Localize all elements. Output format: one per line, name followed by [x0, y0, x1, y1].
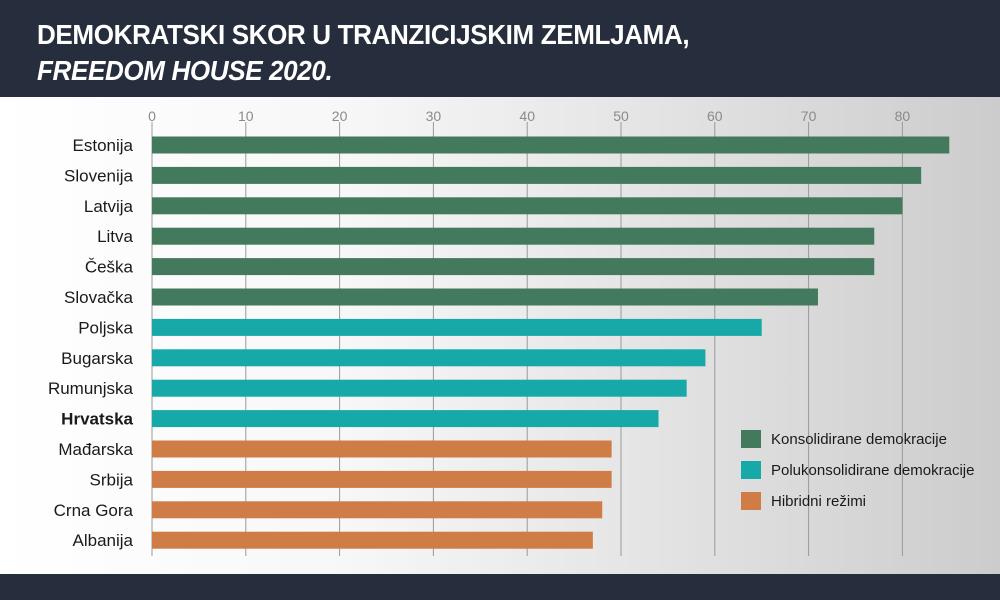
bar: [152, 136, 950, 154]
bar: [152, 440, 612, 458]
category-label: Estonija: [73, 136, 134, 155]
x-tick-label: 20: [332, 108, 348, 124]
bar: [152, 288, 818, 306]
title-line-2: FREEDOM HOUSE 2020.: [37, 55, 333, 86]
legend-swatch: [741, 461, 761, 479]
legend: Konsolidirane demokracije Polukonsolidira…: [741, 430, 974, 510]
category-label: Albanija: [73, 531, 134, 550]
header-band: DEMOKRATSKI SKOR U TRANZICIJSKIM ZEMLJAM…: [0, 0, 1000, 97]
x-tick-label: 10: [238, 108, 254, 124]
category-label: Slovačka: [64, 288, 134, 307]
category-label: Crna Gora: [54, 501, 134, 520]
x-tick-label: 70: [801, 108, 817, 124]
category-label: Slovenija: [64, 166, 134, 185]
bar: [152, 379, 687, 397]
x-tick-label: 40: [519, 108, 535, 124]
category-labels: Estonija Slovenija Latvija Litva Češka Slovač…: [48, 136, 134, 550]
gridlines: [151, 122, 903, 556]
bar: [152, 501, 603, 519]
bar: [152, 227, 875, 245]
x-tick-label: 80: [895, 108, 911, 124]
x-tick-label: 30: [426, 108, 442, 124]
category-label: Češka: [85, 258, 134, 277]
category-label: Bugarska: [61, 349, 133, 368]
x-tick-label: 50: [613, 108, 629, 124]
chart-title: DEMOKRATSKI SKOR U TRANZICIJSKIM ZEMLJAM…: [37, 17, 690, 89]
bar: [152, 349, 706, 367]
category-label: Mađarska: [58, 440, 133, 459]
bar: [152, 166, 922, 184]
category-label: Rumunjska: [48, 379, 134, 398]
footer-band: [0, 574, 1000, 600]
category-label: Srbija: [90, 470, 134, 489]
bar: [152, 531, 593, 549]
x-axis-ticks: 0 10 20 30 40 50 60 70 80: [148, 108, 910, 124]
category-label: Poljska: [78, 318, 133, 337]
x-tick-label: 0: [148, 108, 156, 124]
bar: [152, 318, 762, 336]
legend-swatch: [741, 430, 761, 448]
category-label: Latvija: [84, 197, 134, 216]
legend-swatch: [741, 492, 761, 510]
title-line-1: DEMOKRATSKI SKOR U TRANZICIJSKIM ZEMLJAM…: [37, 19, 690, 50]
bar: [152, 410, 659, 428]
category-label: Hrvatska: [61, 410, 133, 429]
bars: [152, 136, 950, 549]
bar: [152, 470, 612, 488]
category-label: Litva: [97, 227, 133, 246]
legend-label: Polukonsolidirane demokracije: [771, 462, 974, 479]
legend-label: Hibridni režimi: [771, 493, 866, 510]
legend-label: Konsolidirane demokracije: [771, 431, 947, 448]
bar: [152, 258, 875, 276]
x-tick-label: 60: [707, 108, 723, 124]
bar: [152, 197, 903, 215]
